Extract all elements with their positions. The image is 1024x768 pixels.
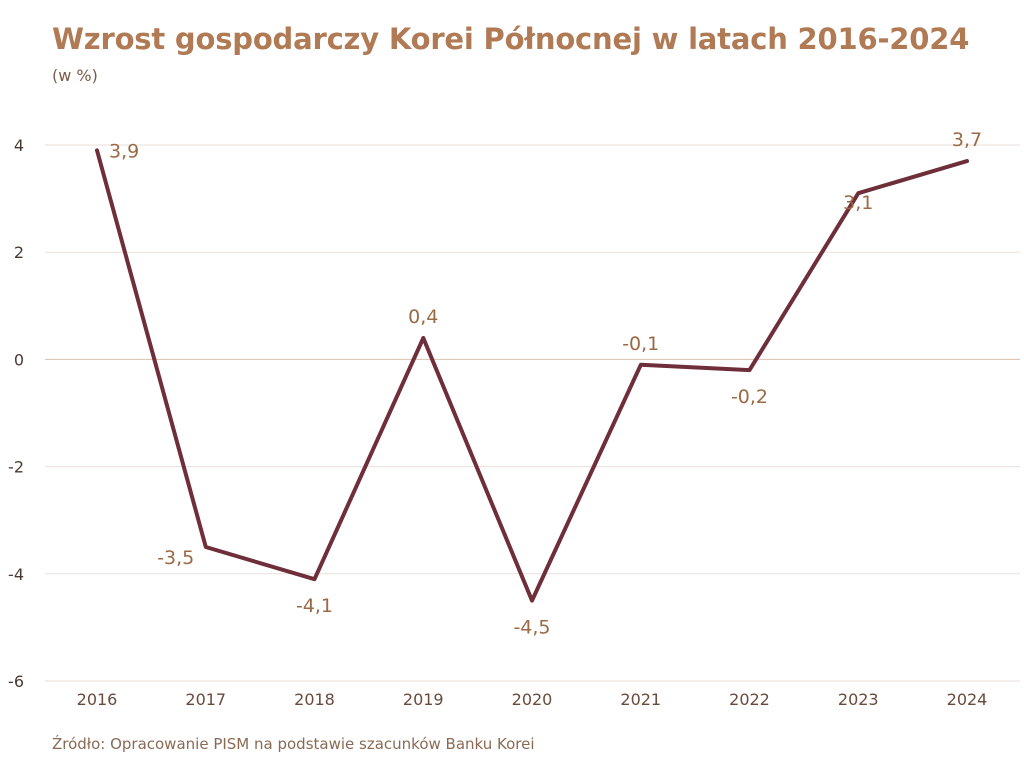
y-tick-label: -4 <box>8 565 24 584</box>
data-label: -4,1 <box>296 595 333 617</box>
y-tick-label: 0 <box>14 350 24 369</box>
chart-title: Wzrost gospodarczy Korei Północnej w lat… <box>52 22 970 56</box>
data-label: 0,4 <box>408 306 438 328</box>
x-tick-label: 2023 <box>838 690 879 709</box>
data-label: -0,1 <box>622 333 659 355</box>
chart-subtitle: (w %) <box>52 66 98 85</box>
y-tick-label: 2 <box>14 243 24 262</box>
data-label: 3,7 <box>952 129 982 151</box>
y-tick-label: -6 <box>8 672 24 691</box>
data-label: 3,9 <box>109 140 139 162</box>
x-tick-label: 2016 <box>77 690 118 709</box>
x-tick-label: 2020 <box>512 690 553 709</box>
y-tick-label: -2 <box>8 458 24 477</box>
x-tick-label: 2018 <box>294 690 335 709</box>
x-tick-label: 2019 <box>403 690 444 709</box>
series-line <box>95 148 969 603</box>
x-tick-label: 2024 <box>947 690 988 709</box>
source-note: Źródło: Opracowanie PISM na podstawie sz… <box>52 735 535 753</box>
data-label: 3,1 <box>843 192 873 214</box>
data-label: -0,2 <box>731 386 768 408</box>
x-tick-label: 2022 <box>729 690 770 709</box>
data-label: -4,5 <box>513 617 550 639</box>
x-tick-label: 2021 <box>620 690 661 709</box>
x-tick-label: 2017 <box>185 690 226 709</box>
y-tick-label: 4 <box>14 136 24 155</box>
data-label: -3,5 <box>157 547 194 569</box>
